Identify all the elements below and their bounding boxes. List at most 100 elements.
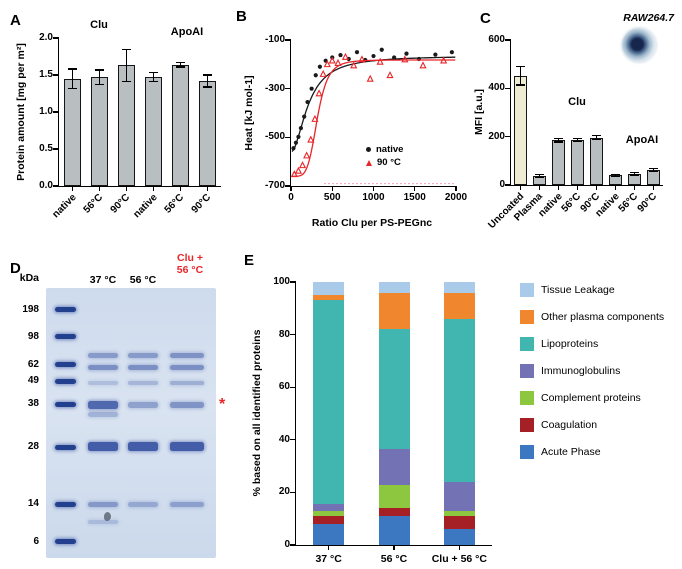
y-tick-label: 0 xyxy=(499,179,505,190)
x-tick-label: 0 xyxy=(288,192,294,203)
stack-segment xyxy=(378,449,410,485)
protein-band xyxy=(128,365,158,371)
legend-label: Acute Phase xyxy=(541,445,601,458)
panel-d-gel: D kDa 37 °C 56 °C Clu + 56 °C 198 98 62 49 3… xyxy=(6,250,236,569)
data-point xyxy=(317,64,322,69)
stack-segment xyxy=(378,329,410,450)
bar-panel-a-0 xyxy=(64,78,81,186)
x-tick xyxy=(125,186,128,191)
x-tick xyxy=(557,185,560,190)
error-cap xyxy=(535,176,544,178)
data-point xyxy=(401,55,409,63)
data-point xyxy=(334,58,342,66)
x-tick xyxy=(152,186,155,191)
y-tick xyxy=(505,184,511,186)
ladder-band xyxy=(55,378,76,384)
x-tick xyxy=(71,186,74,191)
y-tick-label: 0 xyxy=(284,539,290,550)
data-point xyxy=(291,146,296,151)
gel-lane-label-56c: 56 °C xyxy=(129,274,157,286)
data-point xyxy=(319,69,327,77)
kda-marker-label: 14 xyxy=(27,498,39,509)
legend-swatch-icon xyxy=(520,363,534,378)
error-cap xyxy=(554,141,563,143)
data-point xyxy=(305,99,310,105)
legend-item-native: native xyxy=(366,143,403,156)
protein-band xyxy=(128,442,158,452)
panel-a: A Protein amount [mg per m²] Clu ApoAI 0… xyxy=(6,4,230,250)
data-point xyxy=(298,125,303,131)
error-cap xyxy=(573,140,582,143)
protein-band xyxy=(88,520,118,525)
legend-item: Acute Phase xyxy=(520,438,664,465)
data-point xyxy=(313,73,318,78)
y-tick xyxy=(53,185,59,187)
ladder-band xyxy=(55,501,76,507)
data-point xyxy=(328,56,336,64)
legend-swatch-icon xyxy=(520,336,534,351)
x-tick-label: 56°C xyxy=(162,192,187,216)
error-bar xyxy=(652,168,655,172)
y-tick xyxy=(505,39,511,41)
data-point xyxy=(433,52,438,57)
protein-band xyxy=(128,380,158,385)
ladder-band xyxy=(55,307,76,313)
kda-marker-label: 28 xyxy=(27,441,39,453)
x-tick-label: 56°C xyxy=(559,191,584,215)
panel-b: B Heat [kJ mol-1] -100 -300 -500 -700 0 500 10… xyxy=(232,4,467,250)
x-tick xyxy=(519,185,522,190)
stack-segment xyxy=(378,516,410,545)
kda-marker-label: 98 xyxy=(27,330,39,342)
error-cap xyxy=(516,65,525,68)
y-tick-label: 0.0 xyxy=(39,180,53,191)
y-tick xyxy=(53,111,59,113)
panel-e: E % based on all identified proteins 0 20… xyxy=(238,250,682,569)
data-point xyxy=(298,161,307,169)
sds-page-gel-image xyxy=(46,288,216,558)
data-point xyxy=(440,56,448,64)
x-tick xyxy=(595,185,598,190)
error-cap xyxy=(535,173,544,176)
error-cap xyxy=(149,72,158,74)
legend-label: Other plasma components xyxy=(541,310,665,323)
native-circle-marker-icon xyxy=(366,147,371,152)
panel-e-legend: Tissue Leakage Other plasma components Lip… xyxy=(520,276,664,465)
error-cap xyxy=(649,170,658,173)
x-tick xyxy=(372,186,375,191)
error-bar xyxy=(576,138,579,142)
kda-marker-label: 38 xyxy=(27,398,39,410)
protein-band xyxy=(88,365,118,371)
error-cap xyxy=(649,167,658,170)
x-category-label: Clu + 56 °C xyxy=(431,553,487,565)
y-tick xyxy=(53,148,59,150)
x-tick xyxy=(633,185,636,190)
error-bar xyxy=(206,75,209,87)
panel-a-group-label-apoai: ApoAI xyxy=(170,26,204,38)
bar-panel-a-2 xyxy=(118,65,135,186)
stack-segment xyxy=(443,516,475,530)
error-bar xyxy=(633,172,636,176)
bar-panel-c-2 xyxy=(552,140,565,185)
y-tick-label: 1.0 xyxy=(39,106,53,117)
stack-segment xyxy=(443,282,475,293)
stack-segment xyxy=(378,484,410,509)
error-cap xyxy=(592,135,601,137)
bar-panel-c-0 xyxy=(514,75,527,185)
protein-band xyxy=(88,353,118,358)
stack-segment xyxy=(313,282,345,296)
kda-marker-label: 62 xyxy=(27,358,39,370)
legend-label: Tissue Leakage xyxy=(541,283,615,296)
panel-b-x-axis-label: Ratio Clu per PS-PEGnc xyxy=(311,217,433,229)
legend-swatch-icon xyxy=(520,390,534,405)
legend-swatch-icon xyxy=(520,417,534,432)
y-tick xyxy=(285,39,291,41)
x-tick xyxy=(538,185,541,190)
protein-band xyxy=(170,442,204,452)
x-tick-label: 56°C xyxy=(616,191,641,215)
error-cap xyxy=(176,66,185,68)
x-tick-label: 90°C xyxy=(189,192,214,216)
gel-lane-label-clu-line1: Clu + xyxy=(177,252,203,264)
legend-label: Complement proteins xyxy=(541,391,641,404)
panel-d-letter: D xyxy=(10,260,21,277)
